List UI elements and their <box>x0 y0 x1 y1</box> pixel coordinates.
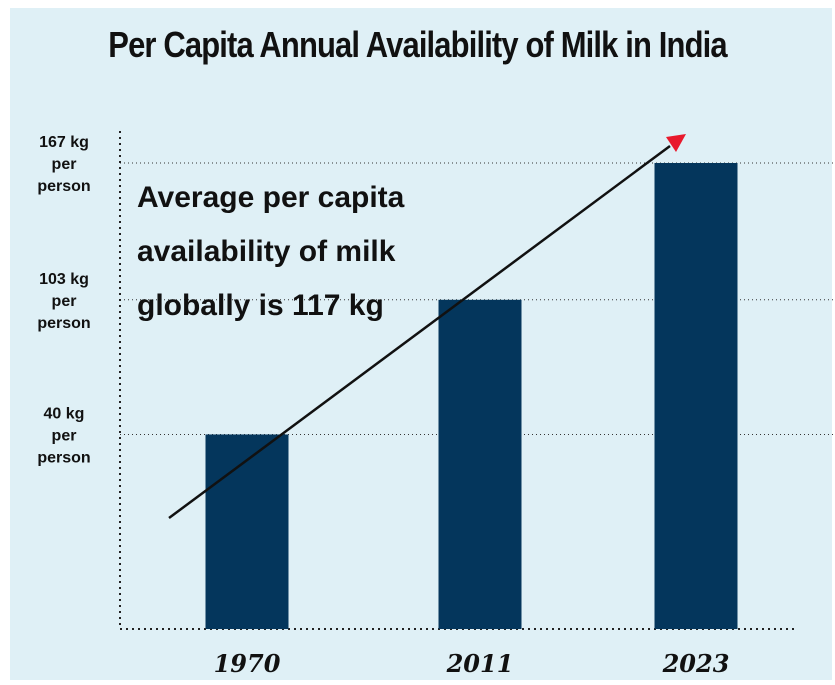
trend-arrow-line <box>168 144 671 520</box>
x-tick-label-1970: 1970 <box>214 649 281 678</box>
trend-arrowhead <box>666 134 686 152</box>
bar-2011 <box>438 299 522 629</box>
x-tick-label-2011: 2011 <box>446 649 514 678</box>
y-tick-label-167: 167 kg per person <box>37 134 90 195</box>
bar-2023 <box>654 163 738 629</box>
y-tick-label-103: 103 kg per person <box>37 271 90 332</box>
annotation-text: Average per capita availability of milk gl… <box>137 181 405 322</box>
chart-title: Per Capita Annual Availability of Milk i… <box>108 24 727 65</box>
bar-1970 <box>205 434 289 629</box>
y-tick-label-40: 40 kg per person <box>37 405 90 466</box>
x-tick-label-2023: 2023 <box>662 649 730 678</box>
